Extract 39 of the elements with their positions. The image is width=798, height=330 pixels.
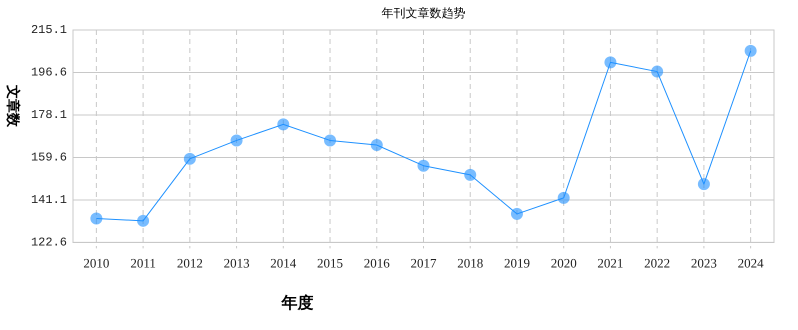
x-tick-label: 2012 (176, 256, 203, 271)
x-tick-label: 2017 (410, 256, 437, 271)
x-tick-label: 2018 (457, 256, 484, 271)
point (558, 192, 570, 204)
point (184, 152, 196, 165)
point (418, 160, 430, 172)
point (510, 208, 523, 220)
x-axis-title: 年度 (280, 293, 314, 312)
y-tick-label: 122.6 (30, 236, 67, 250)
point (698, 178, 710, 190)
x-tick-label: 2015 (317, 256, 344, 271)
point (651, 66, 664, 78)
y-tick-label: 178.1 (30, 108, 67, 122)
x-tick-label: 2010 (83, 256, 110, 271)
x-tick-label: 2011 (130, 256, 156, 271)
point (370, 139, 383, 152)
x-tick-label: 2016 (364, 256, 390, 271)
y-tick-label: 141.1 (30, 193, 67, 208)
x-tick-label: 2021 (597, 256, 624, 271)
y-tick-label: 196.6 (30, 66, 67, 80)
x-tick-label: 2019 (504, 256, 530, 271)
point (324, 134, 336, 146)
x-tick-label: 2013 (224, 256, 250, 271)
x-tick-label: 2014 (270, 256, 297, 271)
chart-title: 年刊文章数趋势 (382, 6, 466, 20)
y-tick-label: 159.6 (30, 150, 67, 165)
point (464, 168, 476, 181)
point (137, 214, 150, 227)
point (604, 56, 616, 68)
y-axis-title: 文章数 (4, 84, 22, 128)
x-tick-label: 2022 (644, 256, 670, 271)
point (90, 212, 102, 225)
x-tick-label: 2024 (738, 256, 764, 271)
point (744, 44, 757, 57)
point (277, 118, 290, 130)
point (230, 134, 243, 146)
x-tick-label: 2023 (690, 256, 717, 271)
y-tick-label: 215.1 (30, 23, 67, 38)
x-tick-label: 2020 (550, 256, 577, 271)
